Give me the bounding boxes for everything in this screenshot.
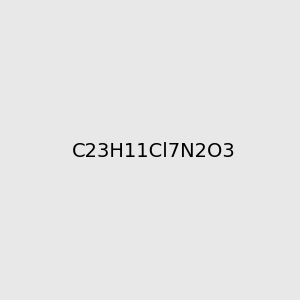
Text: C23H11Cl7N2O3: C23H11Cl7N2O3: [72, 142, 236, 161]
